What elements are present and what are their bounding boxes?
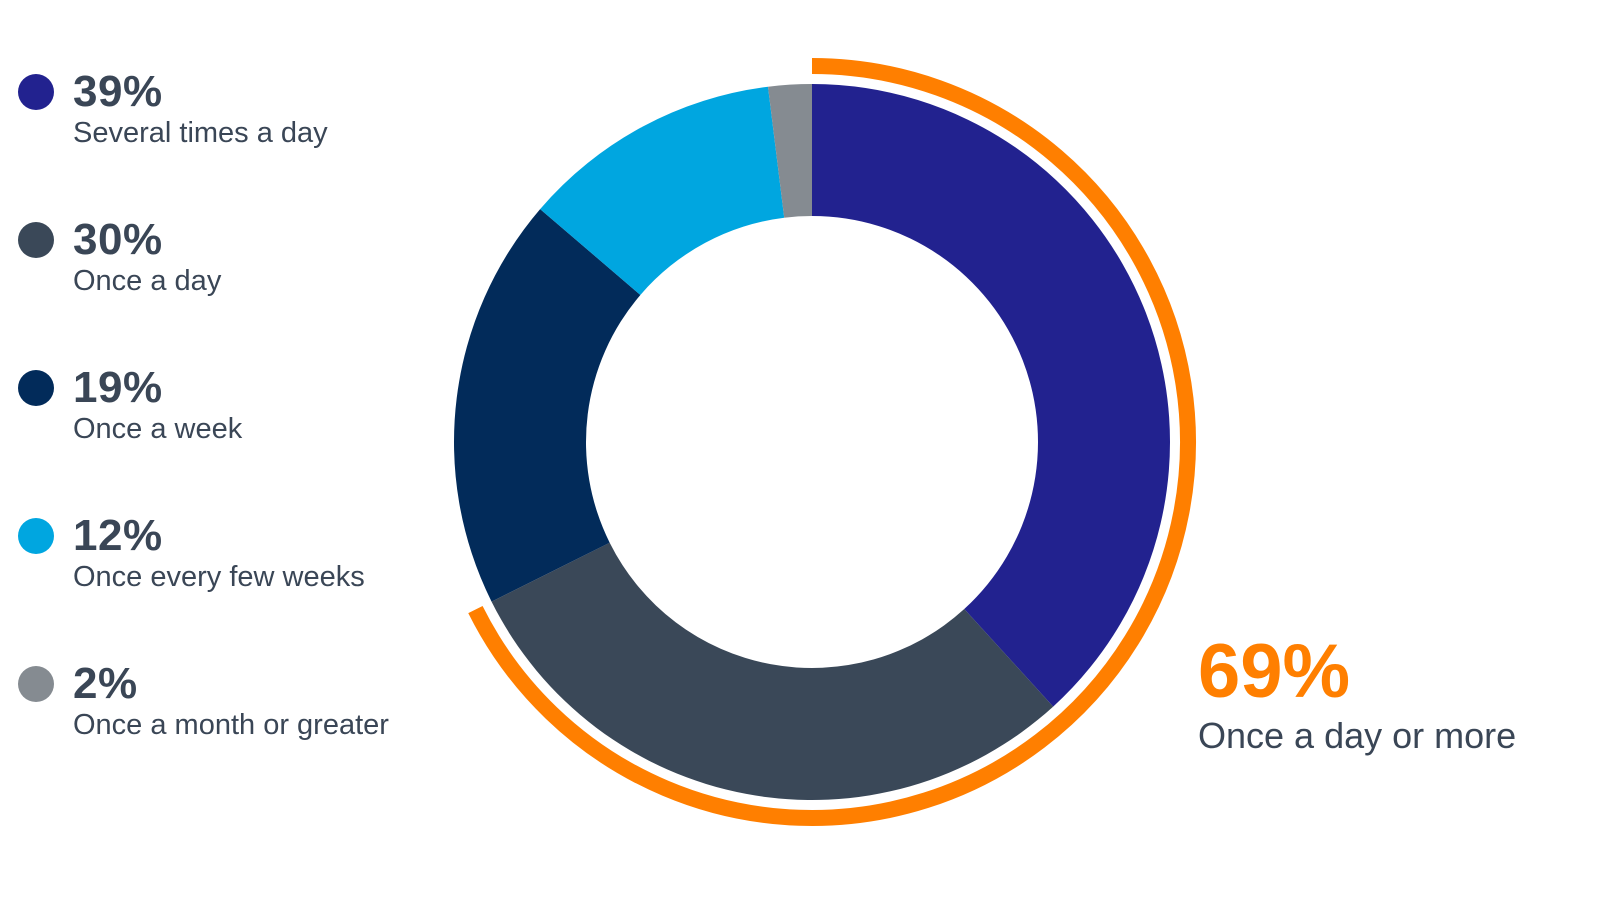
legend-item-once-a-week: 19% Once a week [18, 362, 448, 510]
highlight-value: 69% [1198, 629, 1351, 714]
legend-swatch [18, 666, 54, 702]
highlight-callout: 69% Once a day or more [1198, 630, 1516, 758]
legend-item-once-a-month-or-greater: 2% Once a month or greater [18, 658, 448, 806]
legend-value: 12% [73, 511, 163, 560]
donut-slice-once-a-week [454, 209, 641, 602]
donut-slice-once-every-few-weeks [540, 86, 785, 295]
legend-label: Several times a day [73, 117, 328, 149]
legend-label: Once a week [73, 413, 243, 445]
legend-swatch [18, 518, 54, 554]
legend-label: Once every few weeks [73, 561, 365, 593]
highlight-label: Once a day or more [1198, 715, 1517, 756]
legend-value: 30% [73, 215, 163, 264]
legend-item-once-a-day: 30% Once a day [18, 214, 448, 362]
legend-value: 19% [73, 363, 163, 412]
legend-value: 2% [73, 659, 138, 708]
legend-swatch [18, 74, 54, 110]
donut-slice-once-a-day [491, 542, 1054, 800]
legend-label: Once a month or greater [73, 709, 389, 741]
legend-item-several-times-a-day: 39% Several times a day [18, 66, 448, 214]
donut-slice-several-times-a-day [812, 84, 1170, 707]
legend-item-once-every-few-weeks: 12% Once every few weeks [18, 510, 448, 658]
legend-label: Once a day [73, 265, 222, 297]
donut-slice-once-a-month-or-greater [768, 84, 812, 218]
legend-swatch [18, 222, 54, 258]
legend-value: 39% [73, 67, 163, 116]
highlight-arc [468, 58, 1196, 826]
legend: 39% Several times a day 30% Once a day 1… [18, 66, 448, 806]
legend-swatch [18, 370, 54, 406]
